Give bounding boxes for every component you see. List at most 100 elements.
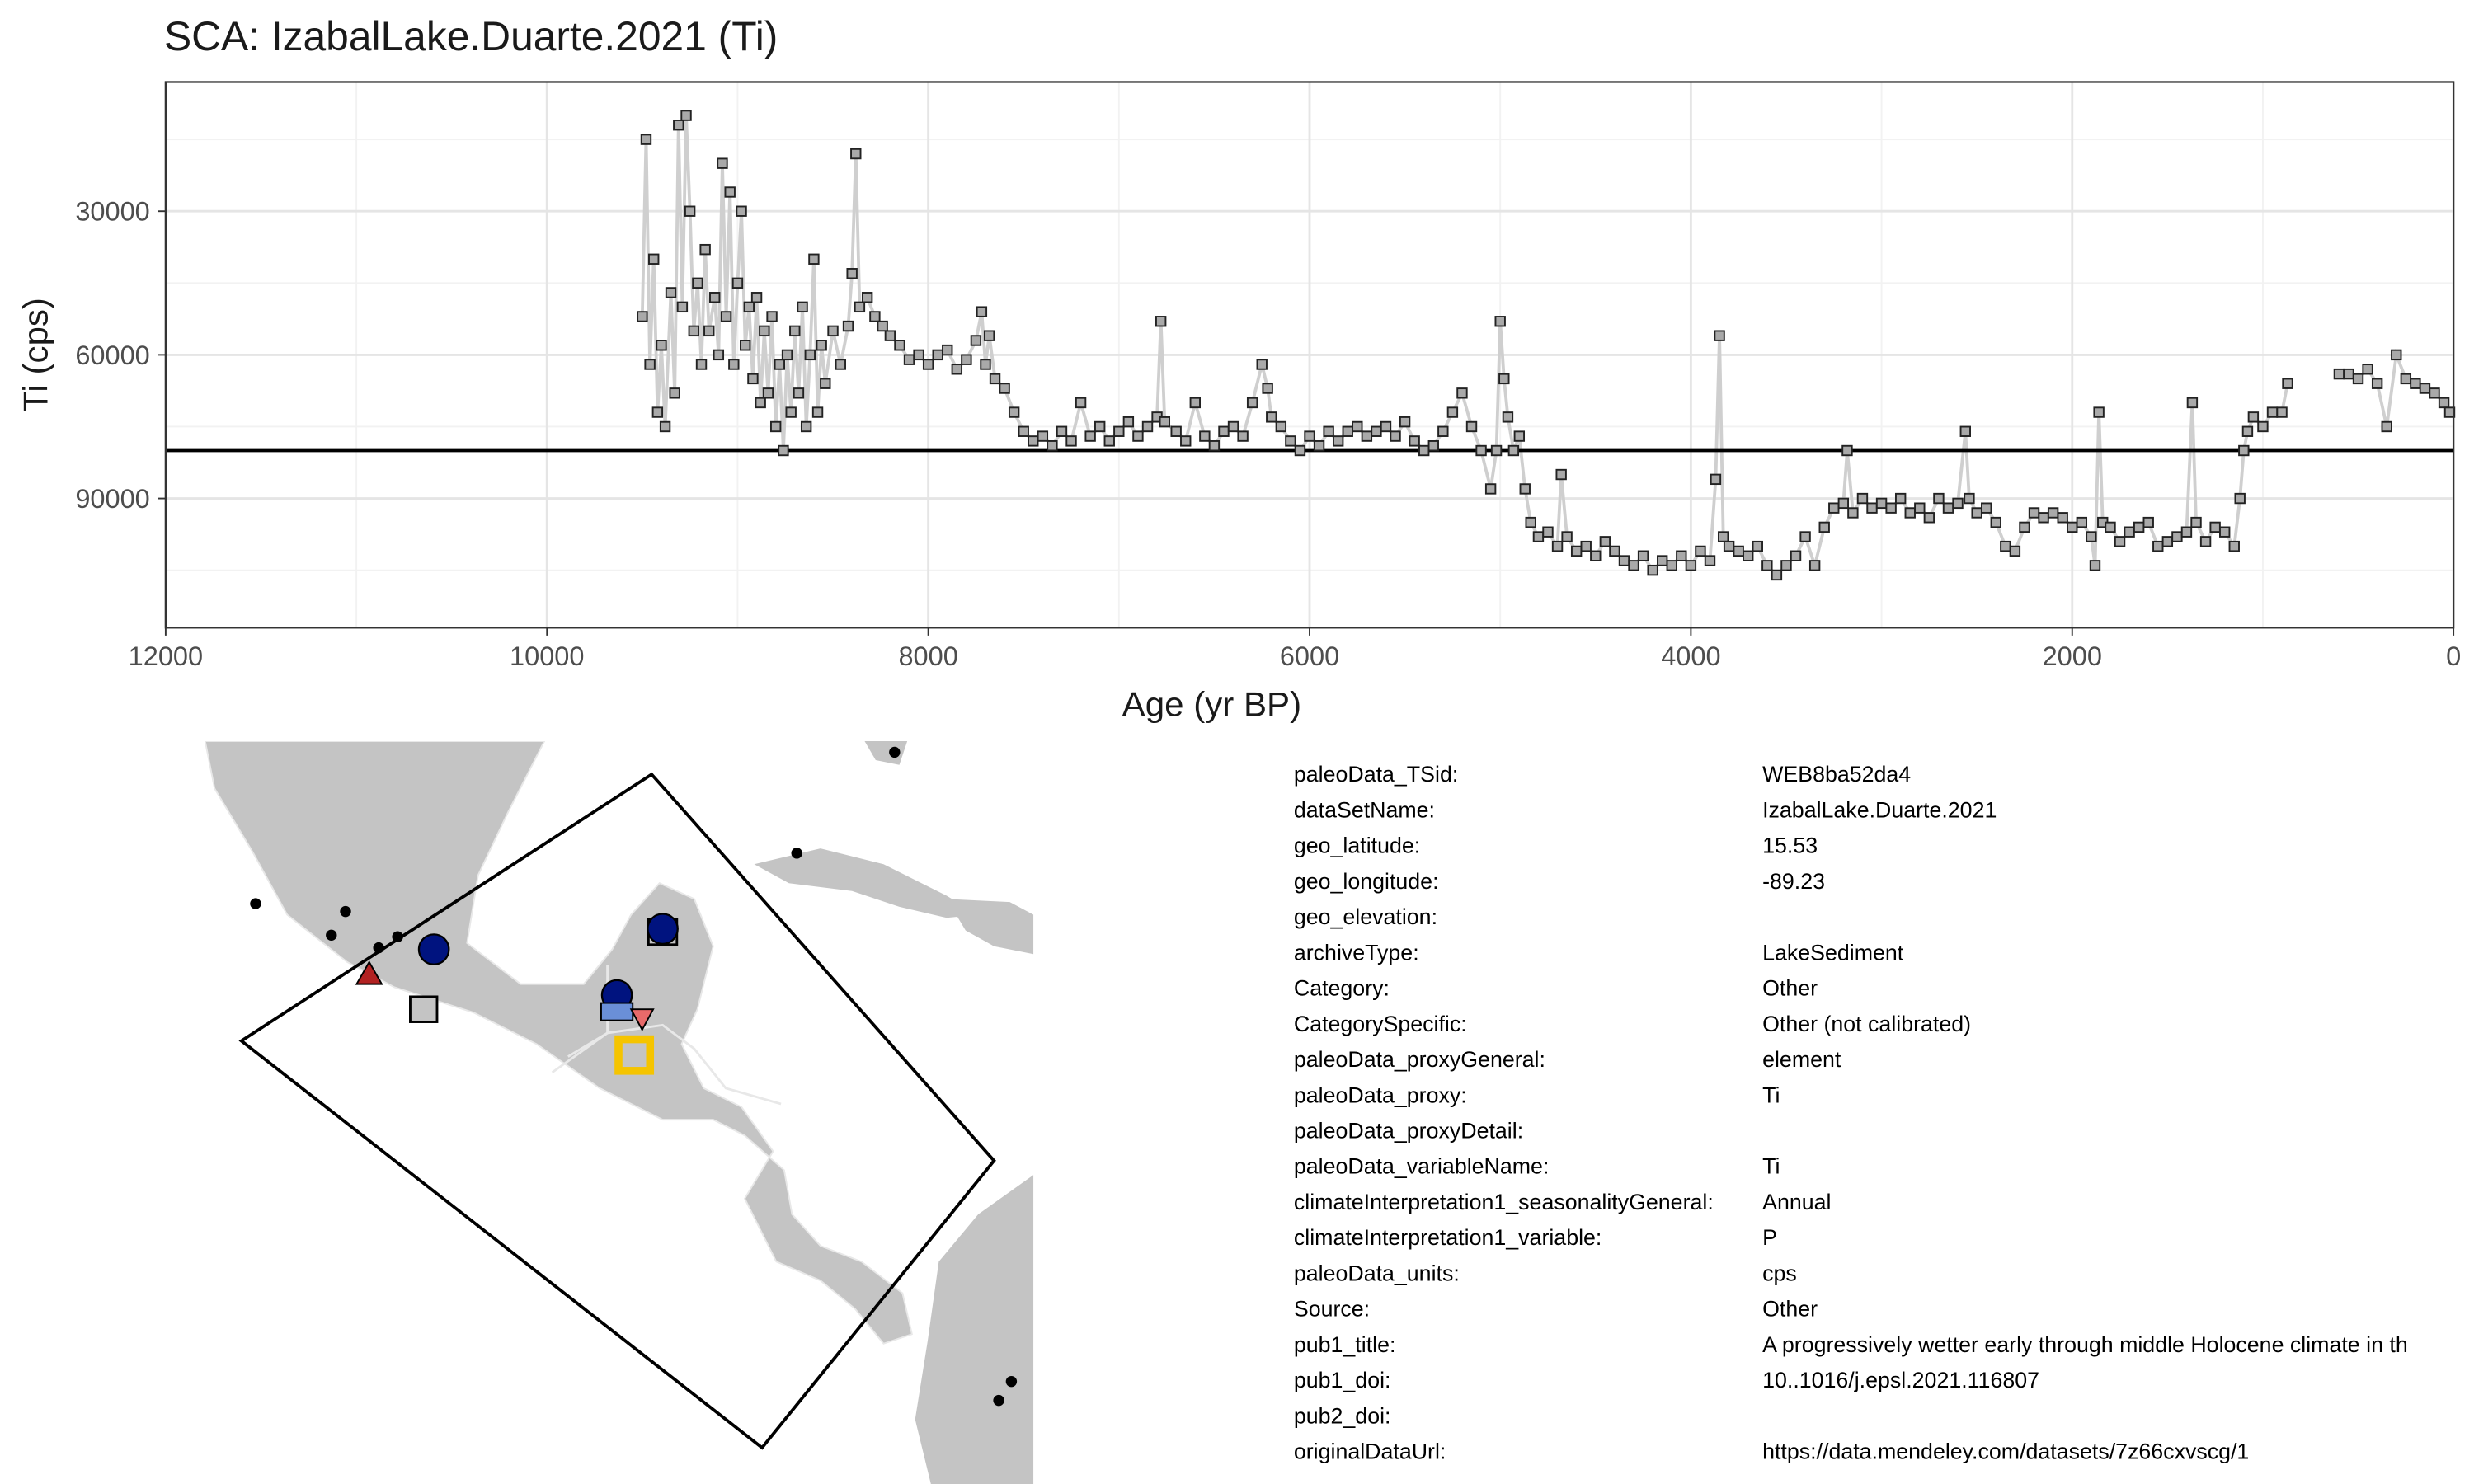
data-point — [1507, 444, 1520, 457]
data-point — [1475, 444, 1487, 457]
data-point — [846, 268, 858, 279]
data-point — [1332, 435, 1344, 447]
data-point — [1256, 359, 1268, 370]
data-point — [1904, 507, 1916, 519]
data-point — [778, 444, 789, 457]
data-point — [1618, 555, 1630, 566]
data-point — [1028, 435, 1039, 447]
data-point — [1418, 444, 1430, 457]
site — [889, 746, 901, 758]
data-point — [1390, 430, 1401, 442]
metadata-value: element — [1762, 1047, 1841, 1072]
data-point — [1294, 444, 1306, 457]
metadata-key: dataSetName: — [1294, 797, 1435, 822]
data-point — [740, 340, 751, 351]
data-point — [793, 387, 805, 399]
data-point — [1710, 473, 1722, 486]
land — [754, 848, 979, 918]
data-point — [1637, 550, 1649, 561]
data-point — [750, 292, 763, 303]
data-point — [827, 325, 839, 337]
data-point — [861, 292, 873, 303]
site — [250, 898, 261, 909]
metadata-value: A progressively wetter early through mid… — [1762, 1332, 2408, 1357]
data-point — [970, 335, 982, 346]
data-point — [1733, 545, 1744, 557]
data-point — [1885, 502, 1897, 514]
metadata-key: CategorySpecific: — [1294, 1012, 1467, 1036]
data-point — [1914, 502, 1926, 514]
data-point — [665, 287, 677, 298]
land — [915, 1175, 1034, 1484]
data-point — [877, 320, 888, 332]
data-point — [2247, 411, 2260, 423]
data-point — [2124, 526, 2135, 538]
y-tick-label: 30000 — [75, 197, 149, 227]
metadata-value: P — [1762, 1225, 1777, 1250]
data-point — [1981, 502, 1992, 514]
data-point — [2152, 540, 2164, 552]
site-star — [629, 1008, 655, 1032]
data-point — [804, 349, 816, 361]
site-square — [409, 995, 439, 1023]
data-point — [2381, 420, 2392, 433]
data-point — [1561, 531, 1573, 542]
data-point — [1208, 440, 1221, 452]
site — [340, 905, 351, 918]
data-point — [820, 378, 831, 389]
land — [946, 899, 1034, 955]
metadata-key: climateInterpretation1_variable: — [1294, 1225, 1602, 1250]
data-point — [673, 120, 684, 131]
data-point — [789, 325, 801, 337]
site-dots — [250, 746, 1018, 1407]
data-point — [769, 420, 782, 433]
data-point — [1084, 430, 1096, 442]
data-point — [1723, 540, 1735, 552]
data-point — [2241, 425, 2254, 437]
metadata-key: climateInterpretation1_seasonalityGenera… — [1294, 1190, 1714, 1214]
data-point — [1266, 411, 1277, 423]
data-point — [1275, 420, 1287, 433]
data-point — [2400, 373, 2412, 385]
metadata-value: 15.53 — [1762, 834, 1818, 858]
metadata-value: Ti — [1762, 1154, 1780, 1179]
data-point — [1456, 387, 1468, 399]
site — [326, 929, 337, 942]
data-point — [1262, 383, 1273, 394]
data-point — [1847, 507, 1859, 519]
data-point — [1828, 502, 1840, 514]
data-point — [816, 340, 827, 351]
data-point — [1490, 444, 1503, 457]
data-point — [1519, 483, 1531, 495]
data-point — [1952, 497, 1964, 510]
data-point — [2371, 378, 2383, 389]
data-point — [1361, 430, 1373, 442]
data-point — [656, 340, 667, 351]
data-point — [2038, 512, 2049, 524]
data-point — [680, 110, 692, 121]
data-point — [709, 292, 721, 303]
data-point — [961, 354, 972, 365]
land — [205, 741, 913, 1345]
metadata-value: Ti — [1762, 1082, 1780, 1107]
metadata-value: LakeSediment — [1762, 940, 1904, 965]
y-tick-label: 90000 — [75, 484, 149, 514]
data-point — [2228, 540, 2240, 552]
data-point — [1465, 420, 1478, 433]
metadata-value: WEB8ba52da4 — [1762, 762, 1911, 787]
data-point — [2089, 560, 2101, 571]
x-tick-label: 10000 — [510, 641, 584, 671]
metadata-key: Source: — [1294, 1297, 1370, 1322]
data-point — [1103, 435, 1115, 447]
data-point — [2000, 540, 2011, 552]
data-point — [1180, 435, 1192, 447]
x-tick-label: 0 — [2446, 641, 2461, 671]
metadata-key: geo_longitude: — [1294, 869, 1439, 894]
metadata-key: pub1_doi: — [1294, 1368, 1391, 1392]
data-point — [1875, 497, 1888, 510]
metadata-key: paleoData_TSid: — [1294, 762, 1458, 787]
data-point — [1446, 406, 1459, 418]
metadata-key: pub2_doi: — [1294, 1403, 1391, 1428]
data-point — [1959, 425, 1971, 437]
data-point — [2047, 507, 2059, 519]
